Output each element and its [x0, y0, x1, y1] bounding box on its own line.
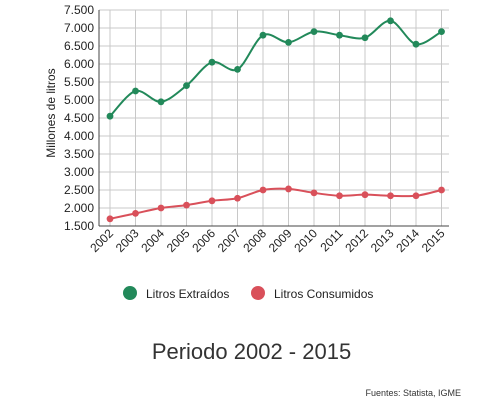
- data-point-extraidos: [285, 39, 292, 46]
- data-point-extraidos: [208, 58, 216, 66]
- data-point-consumidos: [183, 201, 190, 209]
- y-tick-label: 7.000: [64, 21, 94, 35]
- legend-item-extraidos: Litros Extraídos: [123, 286, 229, 301]
- y-tick-label: 3.000: [64, 165, 94, 179]
- legend-marker: [123, 286, 137, 300]
- data-point-consumidos: [336, 192, 343, 200]
- y-tick-label: 1.500: [64, 219, 94, 233]
- legend-label: Litros Consumidos: [274, 287, 373, 301]
- data-point-consumidos: [285, 185, 292, 193]
- x-tick-label: 2004: [138, 226, 167, 255]
- data-point-consumidos: [234, 194, 241, 202]
- x-tick-label: 2006: [189, 226, 218, 255]
- data-point-extraidos: [234, 66, 241, 73]
- data-point-consumidos: [157, 204, 165, 212]
- y-tick-label: 3.500: [64, 147, 94, 161]
- x-tick-label: 2011: [317, 226, 345, 254]
- y-tick-label: 4.500: [64, 111, 94, 125]
- data-point-extraidos: [387, 17, 394, 25]
- data-point-consumidos: [106, 215, 114, 223]
- legend-item-consumidos: Litros Consumidos: [251, 286, 373, 301]
- series-consumidos: [106, 185, 445, 223]
- y-tick-label: 2.000: [64, 201, 94, 215]
- data-point-extraidos: [157, 98, 165, 106]
- data-point-extraidos: [183, 82, 190, 89]
- data-point-consumidos: [387, 192, 394, 200]
- x-tick-label: 2015: [419, 226, 448, 255]
- legend: Litros Extraídos Litros Consumidos: [123, 286, 373, 301]
- data-point-consumidos: [132, 210, 139, 217]
- x-tick-label: 2013: [368, 226, 397, 255]
- data-point-extraidos: [132, 87, 139, 95]
- y-tick-label: 5.000: [64, 93, 94, 107]
- data-point-consumidos: [412, 192, 420, 200]
- y-tick-label: 6.000: [64, 57, 94, 71]
- y-tick-label: 4.000: [64, 129, 94, 143]
- period-label: Periodo 2002 - 2015: [151, 339, 352, 364]
- data-point-extraidos: [106, 112, 114, 120]
- y-tick-labels: 1.500 2.000 2.500 3.000 3.500 4.000 4.500 5.000…: [64, 3, 94, 233]
- x-tick-label: 2007: [215, 226, 244, 255]
- data-point-extraidos: [259, 31, 267, 39]
- x-tick-label: 2012: [342, 226, 371, 255]
- y-tick-label: 6.500: [64, 39, 94, 53]
- data-point-extraidos: [310, 28, 318, 35]
- x-tick-labels: 2002200320042005200620072008200920102011…: [87, 226, 448, 255]
- y-tick-label: 7.500: [64, 3, 94, 17]
- data-point-extraidos: [412, 40, 420, 48]
- legend-label: Litros Extraídos: [146, 287, 229, 301]
- y-tick-label: 2.500: [64, 183, 94, 197]
- axes: [98, 10, 449, 227]
- source-note: Fuentes: Statista, IGME: [365, 388, 461, 398]
- x-tick-label: 2009: [266, 226, 295, 255]
- data-point-extraidos: [336, 31, 343, 39]
- y-tick-label: 5.500: [64, 75, 94, 89]
- x-tick-label: 2005: [164, 226, 193, 255]
- data-point-consumidos: [310, 189, 318, 197]
- data-point-extraidos: [438, 28, 445, 35]
- series-layer: [106, 17, 445, 223]
- gridlines: [99, 9, 449, 226]
- y-axis-title: Millones de litros: [44, 68, 58, 157]
- x-tick-label: 2010: [291, 226, 320, 255]
- x-tick-label: 2008: [240, 226, 269, 255]
- data-point-consumidos: [208, 197, 216, 205]
- data-point-consumidos: [361, 191, 369, 199]
- data-point-consumidos: [259, 186, 267, 194]
- data-point-extraidos: [361, 34, 369, 42]
- legend-marker: [251, 286, 265, 300]
- data-point-consumidos: [438, 186, 445, 194]
- x-tick-label: 2014: [393, 226, 422, 255]
- series-extraidos: [106, 17, 445, 120]
- x-tick-label: 2003: [113, 226, 142, 255]
